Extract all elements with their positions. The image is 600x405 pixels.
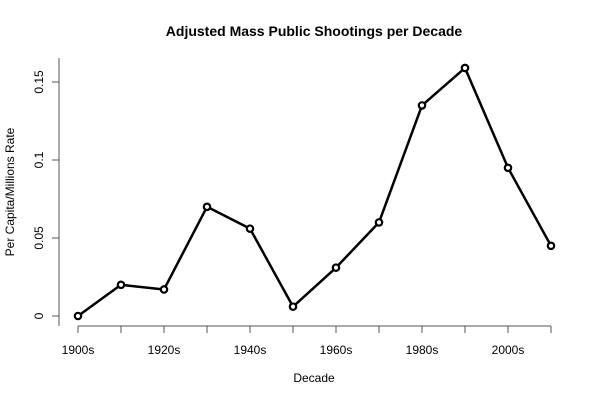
line-segment bbox=[421, 67, 466, 107]
data-point-1960s bbox=[331, 263, 341, 272]
chart-title: Adjusted Mass Public Shootings per Decad… bbox=[166, 23, 463, 39]
data-point-1910s bbox=[116, 280, 126, 290]
data-point-1970s bbox=[374, 218, 384, 227]
x-axis-label: Decade bbox=[293, 371, 335, 385]
data-point-1980s bbox=[417, 101, 427, 110]
x-tick-label: 1940s bbox=[234, 343, 267, 357]
data-point-1940s bbox=[245, 224, 255, 233]
y-tick-label: 0.1 bbox=[32, 151, 46, 168]
line-segment bbox=[292, 266, 337, 308]
y-tick-label: 0.15 bbox=[32, 70, 46, 94]
line-segment bbox=[206, 205, 251, 230]
line-segment bbox=[77, 283, 122, 318]
data-point-1920s bbox=[159, 285, 169, 294]
data-point-2000s bbox=[503, 163, 513, 173]
line-segment bbox=[120, 283, 165, 291]
x-tick-label: 1960s bbox=[320, 343, 353, 357]
x-tick-label: 1920s bbox=[148, 343, 181, 357]
line-segment bbox=[162, 206, 209, 291]
data-point-1990s bbox=[460, 63, 470, 73]
line-segment bbox=[506, 167, 553, 247]
x-tick-label: 1900s bbox=[62, 343, 95, 357]
data-point-2010s bbox=[546, 241, 556, 251]
data-point-1900s bbox=[73, 311, 83, 321]
x-tick-label: 2000s bbox=[492, 343, 525, 357]
y-tick-label: 0 bbox=[32, 312, 46, 319]
line-segment bbox=[335, 221, 380, 269]
y-tick-label: 0.05 bbox=[32, 226, 46, 250]
data-point-1950s bbox=[288, 302, 298, 311]
line-segment bbox=[248, 228, 295, 308]
line-segment bbox=[463, 67, 510, 169]
data-point-1930s bbox=[202, 202, 212, 212]
y-axis-label: Per Capita/Millions Rate bbox=[3, 127, 17, 256]
x-tick-label: 1980s bbox=[406, 343, 439, 357]
line-segment bbox=[377, 104, 424, 223]
